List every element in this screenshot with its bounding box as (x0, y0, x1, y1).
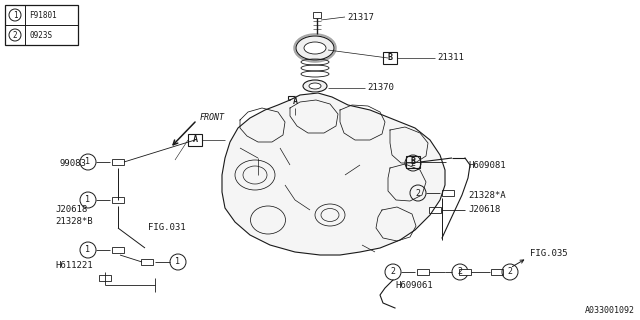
Bar (288, 96, 302, 108)
Text: 21317: 21317 (347, 12, 374, 21)
Text: J20618: J20618 (55, 205, 87, 214)
Text: FIG.035: FIG.035 (530, 249, 568, 258)
Text: 1: 1 (86, 245, 90, 254)
Bar (459, 269, 471, 275)
Text: 99083: 99083 (60, 158, 87, 167)
Text: F91801: F91801 (29, 11, 57, 20)
Bar (188, 134, 202, 146)
Text: 2: 2 (410, 158, 415, 167)
Text: B: B (410, 157, 415, 166)
Ellipse shape (296, 36, 334, 60)
Text: 1: 1 (86, 196, 90, 204)
Bar (5, 5, 78, 45)
Bar (429, 207, 441, 213)
Text: 21311: 21311 (437, 53, 464, 62)
Text: 2: 2 (458, 268, 463, 276)
Ellipse shape (304, 42, 326, 54)
Bar (491, 269, 503, 275)
Bar (141, 259, 153, 265)
Bar (417, 269, 429, 275)
Bar (383, 52, 397, 64)
Text: 2: 2 (13, 30, 17, 39)
Text: 1: 1 (13, 11, 17, 20)
Text: A: A (292, 98, 298, 107)
Text: 0923S: 0923S (29, 30, 52, 39)
Text: 21370: 21370 (367, 84, 394, 92)
Text: A033001092: A033001092 (585, 306, 635, 315)
Polygon shape (222, 93, 445, 255)
Bar (406, 156, 420, 168)
Ellipse shape (303, 80, 327, 92)
Text: H609081: H609081 (468, 161, 506, 170)
Bar (112, 247, 124, 253)
Bar (112, 197, 124, 203)
Text: J20618: J20618 (468, 205, 500, 214)
Text: FRONT: FRONT (200, 113, 225, 122)
Text: 2: 2 (390, 268, 396, 276)
Ellipse shape (309, 83, 321, 89)
Text: H611221: H611221 (55, 260, 93, 269)
Text: 21328*B: 21328*B (55, 218, 93, 227)
Bar (442, 190, 454, 196)
Bar (99, 275, 111, 281)
Text: 1: 1 (175, 258, 180, 267)
Text: B: B (387, 53, 392, 62)
Text: 2: 2 (508, 268, 513, 276)
Bar (313, 12, 321, 18)
Text: A: A (193, 135, 198, 145)
Text: 2: 2 (415, 188, 420, 197)
Text: H609061: H609061 (395, 281, 433, 290)
Bar (112, 159, 124, 165)
Text: 21328*A: 21328*A (468, 190, 506, 199)
Text: FIG.031: FIG.031 (148, 223, 186, 233)
Text: 1: 1 (86, 157, 90, 166)
